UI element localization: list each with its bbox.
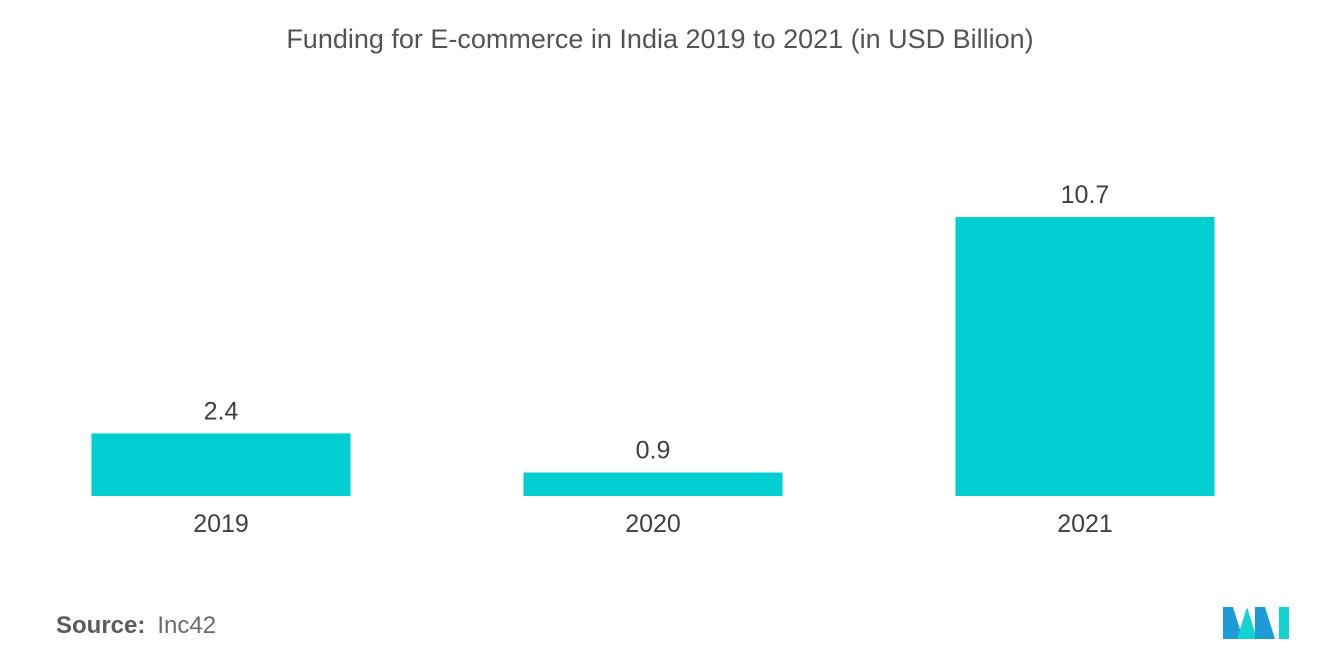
source-line: Source: Inc42 [56,612,216,640]
x-tick-label-2019: 2019 [193,510,249,538]
value-label-2020: 0.9 [636,437,671,465]
bar-2021 [955,217,1215,496]
bar-chart: 2.4 2019 0.9 2020 10.7 2021 [91,181,1215,538]
value-label-2019: 2.4 [204,397,239,425]
value-label-2021: 10.7 [1061,181,1110,209]
source-value: Inc42 [157,612,217,639]
source-label: Source: [56,612,146,639]
chart-title: Funding for E-commerce in India 2019 to … [286,24,1034,54]
x-tick-label-2021: 2021 [1057,510,1113,538]
x-tick-label-2020: 2020 [625,510,681,538]
brand-logo-icon [1223,607,1289,639]
bar-2020 [523,472,783,496]
bar-2019 [91,433,351,496]
